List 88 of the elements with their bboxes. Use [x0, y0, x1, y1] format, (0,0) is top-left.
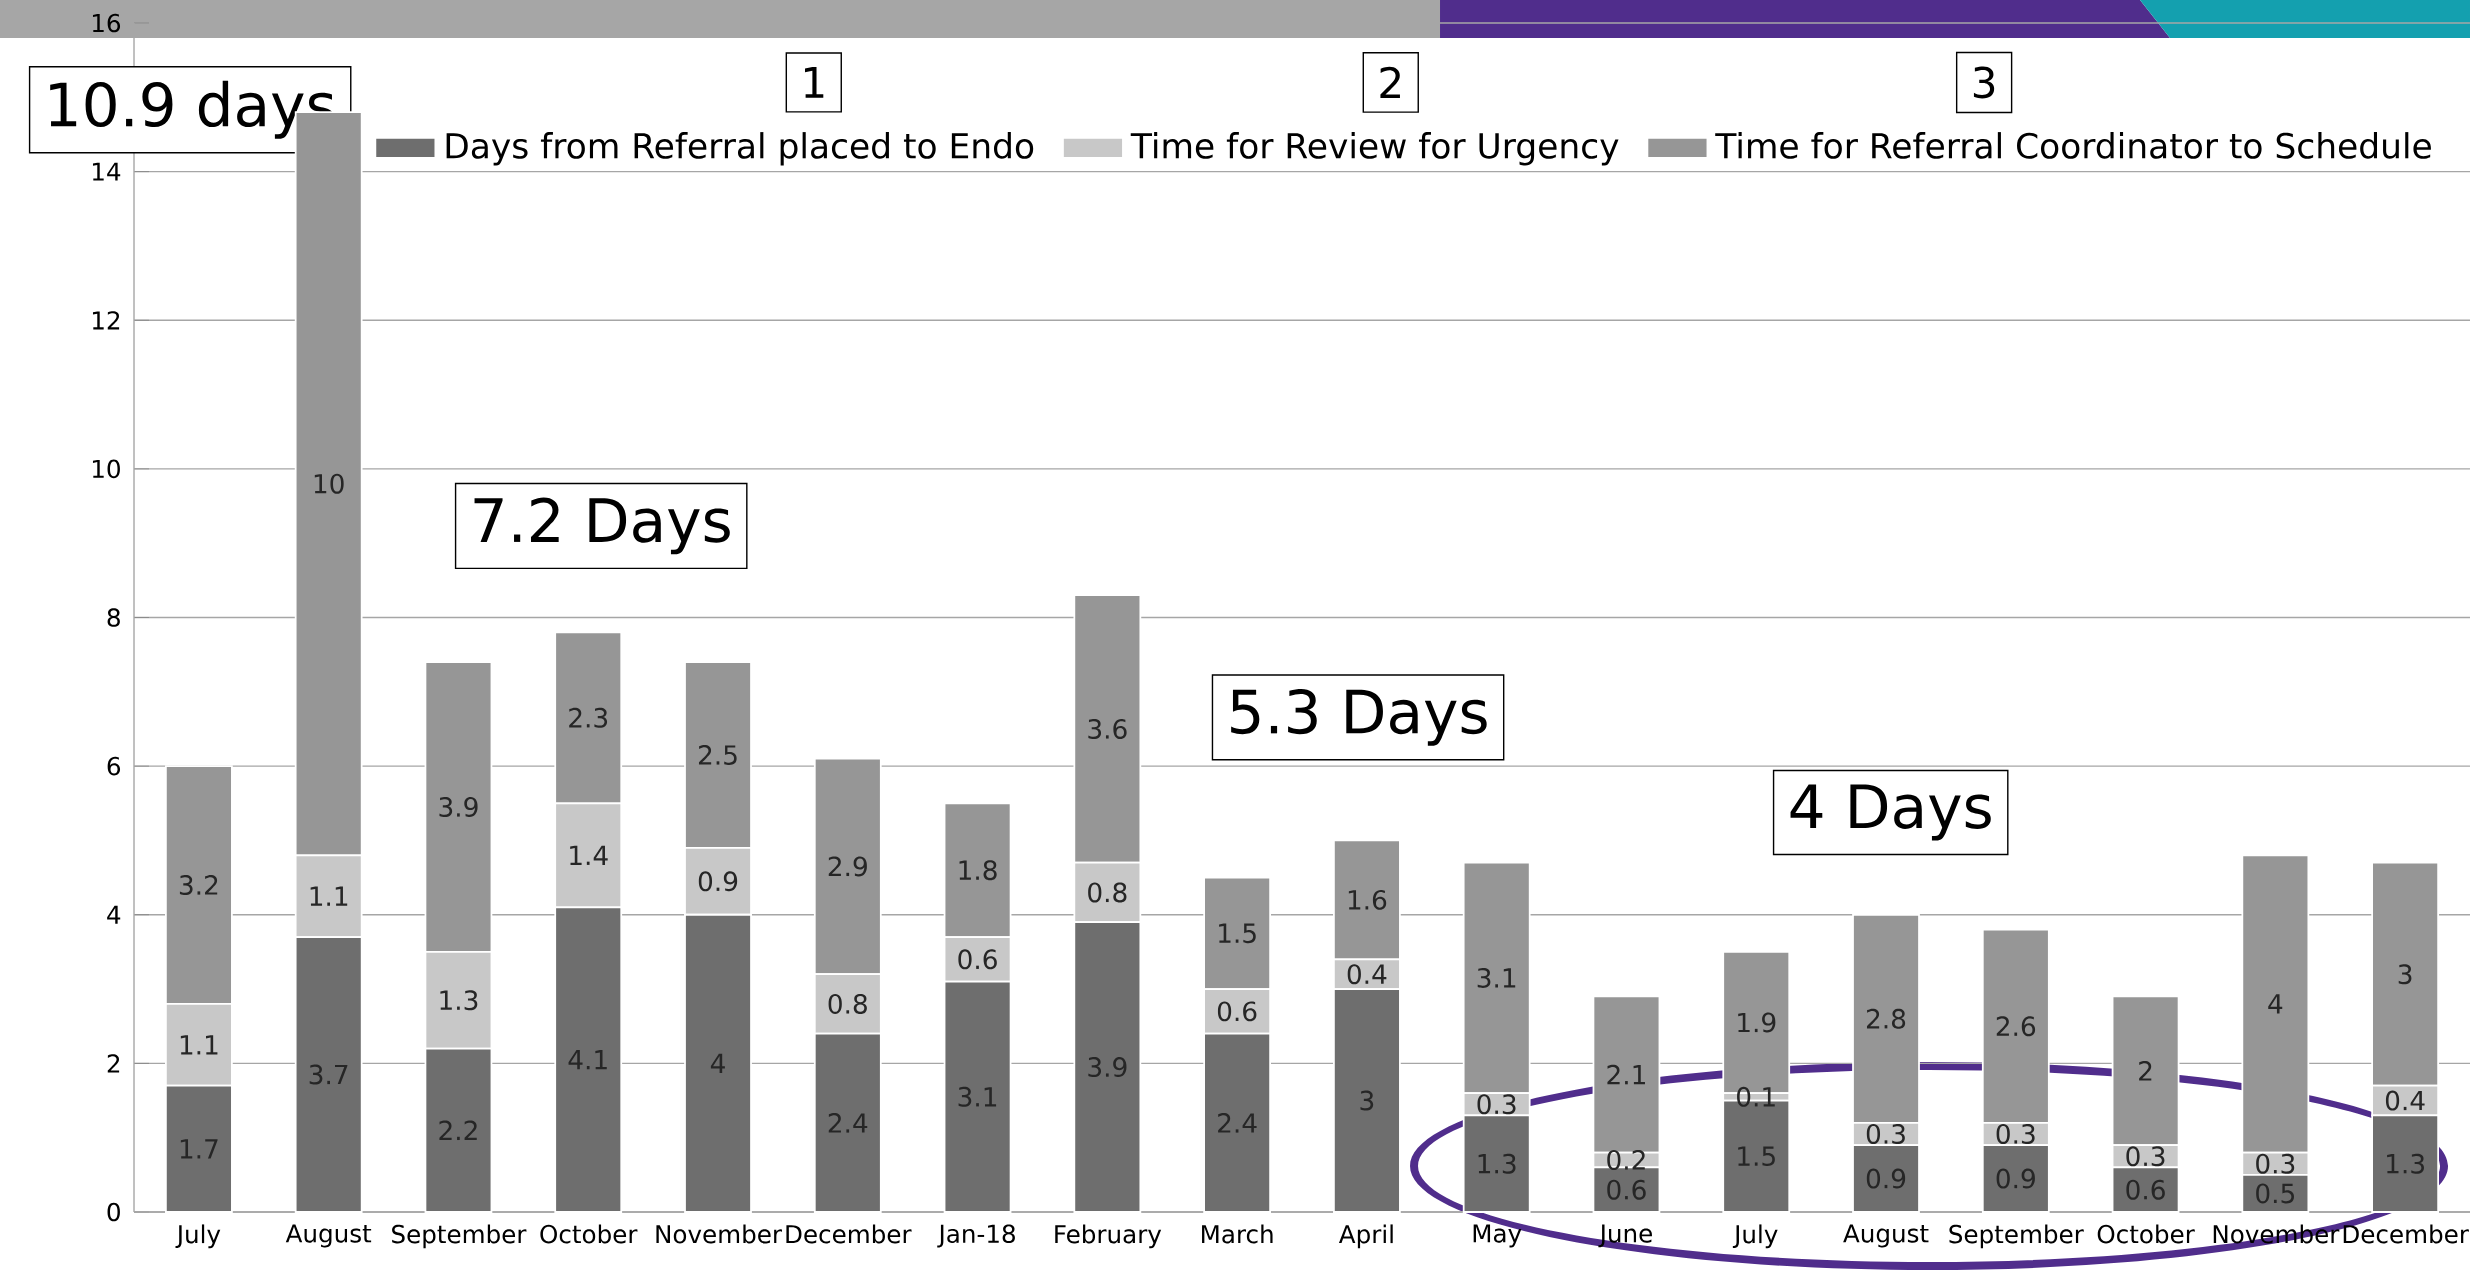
x-tick-label: December [786, 1224, 912, 1244]
data-label: 1.6 [1348, 889, 1387, 910]
x-tick-label: April [1338, 1224, 1393, 1249]
data-label: 3.6 [1088, 718, 1127, 739]
annotation: 5.3 Days [1231, 688, 1487, 746]
data-label: 1.3 [440, 990, 478, 1011]
data-label: 3.2 [179, 875, 218, 895]
data-label: 0.4 [2385, 1090, 2425, 1111]
data-label: 0.9 [698, 871, 738, 892]
data-label: 0.3 [2126, 1146, 2165, 1167]
x-tick-label: July [175, 1224, 221, 1249]
x-tick-label: December [2343, 1224, 2469, 1244]
data-label: 1.5 [1738, 1146, 1775, 1167]
data-label: 0.2 [1607, 1150, 1645, 1170]
data-label: 2.1 [1607, 1064, 1645, 1085]
data-label: 2.5 [698, 745, 737, 765]
data-label: 2 [2139, 1061, 2152, 1081]
y-tick-label: 10 [92, 459, 120, 479]
data-label: 0.9 [1996, 1168, 2035, 1189]
data-label: 1.9 [1738, 1012, 1776, 1033]
data-label: 0.3 [1866, 1124, 1905, 1144]
x-tick-label: August [285, 1224, 372, 1248]
x-tick-label: June [1598, 1224, 1652, 1248]
annotation: 1 [805, 67, 824, 98]
data-label: 2.8 [1866, 1008, 1906, 1029]
data-label: 3.9 [1088, 1057, 1127, 1078]
data-label: 3 [1360, 1090, 1374, 1111]
y-tick-label: 0 [107, 1202, 120, 1222]
data-label: 0.6 [1607, 1179, 1646, 1200]
x-tick-label: May [1473, 1224, 1522, 1248]
data-label: 2.6 [1996, 1016, 2036, 1037]
data-label: 0.6 [958, 949, 997, 970]
y-tick-label: 6 [107, 756, 121, 776]
x-tick-label: February [1055, 1224, 1162, 1249]
data-label: 2.4 [828, 1113, 868, 1133]
y-tick-label: 16 [92, 13, 121, 33]
legend-label: Days from Referral placed to Endo [446, 132, 1034, 166]
data-label: 1.1 [180, 1035, 218, 1055]
y-tick-label: 14 [92, 162, 121, 181]
data-label: 3.1 [1477, 967, 1516, 988]
data-label: 10 [314, 473, 344, 494]
legend-label: Time for Referral Coordinator to Schedule [1715, 132, 2431, 159]
data-label: 1.7 [180, 1139, 218, 1159]
annotation: 4 Days [1790, 784, 1991, 841]
data-label: 1.1 [310, 886, 348, 906]
data-label: 3.9 [439, 797, 478, 817]
data-label: 1.5 [1219, 923, 1256, 944]
data-label: 0.3 [2256, 1153, 2295, 1174]
y-tick-label: 2 [107, 1054, 120, 1073]
annotation: 7.2 Days [474, 497, 730, 555]
data-label: 0.8 [828, 993, 867, 1014]
data-label: 2.9 [828, 856, 867, 877]
x-tick-label: March [1202, 1224, 1273, 1244]
y-tick-label: 8 [107, 608, 120, 627]
data-label: 1.3 [1478, 1153, 1516, 1174]
data-label: 3.7 [309, 1064, 348, 1085]
data-label: 4 [710, 1053, 725, 1073]
data-label: 1.8 [959, 860, 997, 881]
x-tick-label: November [656, 1224, 782, 1244]
data-label: 0.6 [2126, 1179, 2165, 1200]
legend-label: Time for Review for Urgency [1130, 132, 1619, 166]
data-label: 0.5 [2256, 1183, 2294, 1204]
data-label: 3 [2398, 964, 2412, 985]
data-label: 0.4 [1347, 964, 1387, 985]
data-label: 4.1 [568, 1050, 607, 1070]
data-label: 2.4 [1218, 1113, 1257, 1133]
y-tick-label: 4 [107, 905, 121, 924]
data-label: 0.3 [1996, 1124, 2035, 1144]
y-tick-label: 12 [92, 311, 120, 330]
data-label: 1.3 [2387, 1153, 2424, 1174]
annotation: 2 [1380, 66, 1400, 99]
x-tick-label: September [1949, 1224, 2084, 1249]
data-label: 3.1 [958, 1086, 997, 1107]
data-label: 4 [2268, 994, 2283, 1014]
data-label: 0.9 [1866, 1168, 1906, 1189]
x-tick-label: August [1843, 1224, 1929, 1248]
x-tick-label: October [2097, 1224, 2195, 1244]
x-tick-label: July [1732, 1224, 1778, 1249]
x-tick-label: September [392, 1224, 527, 1249]
x-tick-label: October [540, 1224, 638, 1244]
data-label: 2.3 [569, 707, 608, 728]
data-label: 1.4 [570, 845, 608, 865]
data-label: 2.2 [439, 1120, 477, 1141]
data-label: 0.3 [1477, 1094, 1516, 1115]
data-label: 0.8 [1088, 882, 1127, 903]
annotation: 3 [1973, 66, 1995, 99]
data-label: 0.6 [1217, 1001, 1257, 1022]
x-tick-label: Jan-18 [937, 1224, 1015, 1248]
